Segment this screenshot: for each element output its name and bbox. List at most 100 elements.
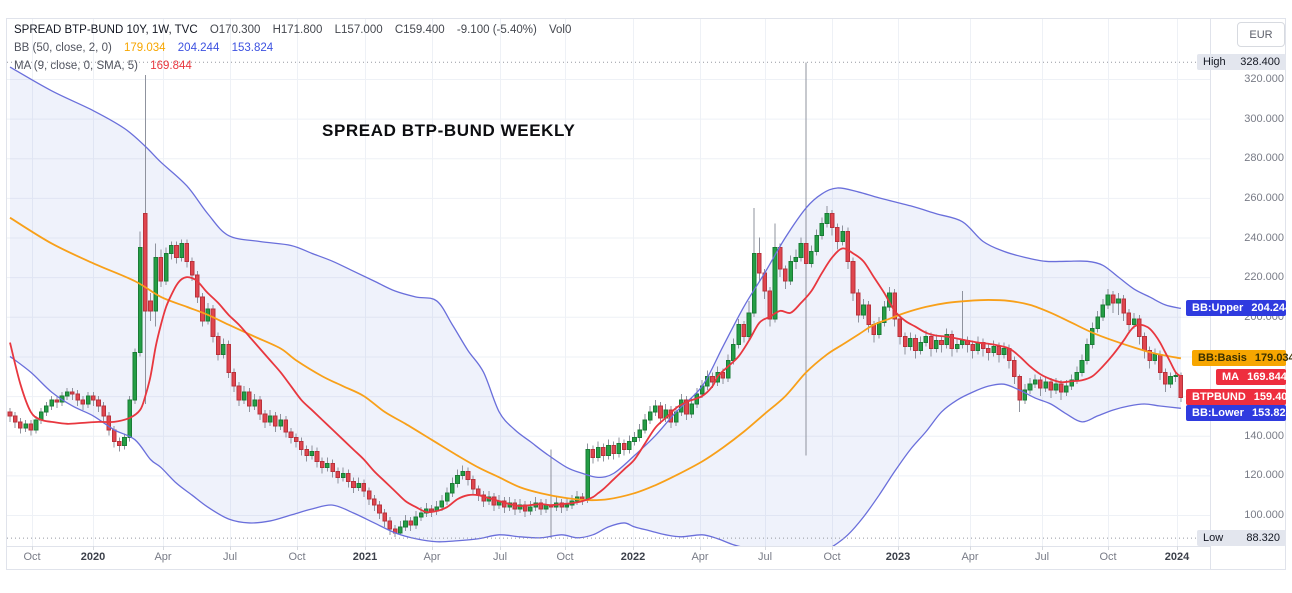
frame-left-border bbox=[6, 18, 7, 570]
bb-upper-line bbox=[9, 66, 1182, 478]
price-tick-label: 240.000 bbox=[1244, 231, 1284, 244]
time-tick-mark bbox=[700, 546, 701, 550]
grid bbox=[7, 19, 1210, 546]
time-tick-year: 2021 bbox=[352, 551, 378, 563]
bb-basis-value: 179.034 bbox=[124, 42, 166, 54]
ma-value: 169.844 bbox=[150, 60, 192, 72]
time-tick-mark bbox=[970, 546, 971, 550]
price-tick-label: 220.000 bbox=[1244, 271, 1284, 284]
legend-ma-row[interactable]: MA (9, close, 0, SMA, 5) 169.844 bbox=[14, 57, 571, 75]
axis-badge-symbol-value: 159.400 bbox=[1253, 391, 1292, 404]
price-tick-label: 260.000 bbox=[1244, 191, 1284, 204]
axis-badge-bb-basis-value: 179.034 bbox=[1254, 352, 1292, 365]
time-tick-mark bbox=[832, 546, 833, 550]
time-tick-year: 2022 bbox=[620, 551, 646, 563]
currency-unit-button[interactable]: EUR bbox=[1237, 22, 1285, 47]
axis-badge-low: Low 88.320 bbox=[1197, 530, 1286, 547]
ohlc-close: C159.400 bbox=[394, 24, 445, 36]
price-tick-label: 140.000 bbox=[1244, 429, 1284, 442]
axis-badge-high: High 328.400 bbox=[1197, 54, 1286, 71]
axis-badge-ma: MA 169.844 bbox=[1216, 368, 1287, 385]
ma-indicator-title[interactable]: MA (9, close, 0, SMA, 5) bbox=[14, 60, 138, 72]
time-tick-mark bbox=[32, 546, 33, 550]
ma-line bbox=[9, 247, 1182, 514]
time-tick-mark bbox=[93, 546, 94, 550]
axis-badge-bb-lower: BB:Lower 153.824 bbox=[1186, 405, 1292, 422]
axis-badge-symbol-label: BTPBUND bbox=[1192, 391, 1246, 404]
time-tick-month: Jul bbox=[492, 551, 508, 563]
time-tick-month: Jul bbox=[1034, 551, 1050, 563]
axis-badge-ma-label: MA bbox=[1222, 370, 1240, 383]
time-tick-mark bbox=[163, 546, 164, 550]
time-tick-mark bbox=[365, 546, 366, 550]
axis-badge-low-value: 88.320 bbox=[1246, 532, 1280, 545]
time-tick-mark bbox=[500, 546, 501, 550]
time-tick-mark bbox=[1177, 546, 1178, 550]
time-tick-month: Oct bbox=[823, 551, 841, 563]
axis-badge-low-label: Low bbox=[1203, 532, 1224, 545]
time-tick-mark bbox=[765, 546, 766, 550]
time-tick-month: Jul bbox=[222, 551, 238, 563]
bb-indicator-title[interactable]: BB (50, close, 2, 0) bbox=[14, 42, 112, 54]
time-tick-year: 2024 bbox=[1164, 551, 1190, 563]
ohlc-open: O170.300 bbox=[209, 24, 261, 36]
price-tick-label: 100.000 bbox=[1244, 509, 1284, 521]
price-tick-label: 280.000 bbox=[1244, 152, 1284, 165]
legend-symbol-row[interactable]: SPREAD BTP-BUND 10Y, 1W, TVC O170.300 H1… bbox=[14, 21, 571, 39]
axis-badge-bb-upper: BB:Upper 204.244 bbox=[1186, 300, 1291, 317]
chart-text-annotation[interactable]: SPREAD BTP-BUND WEEKLY bbox=[322, 121, 576, 140]
change-value: -9.100 (-5.40%) bbox=[456, 24, 537, 36]
time-tick-month: Oct bbox=[556, 551, 574, 563]
time-tick-month: Oct bbox=[1099, 551, 1117, 563]
bb-basis-line bbox=[9, 216, 1182, 502]
time-tick-month: Apr bbox=[691, 551, 709, 563]
axis-badge-bb-lower-label: BB:Lower bbox=[1192, 407, 1244, 420]
price-axis[interactable]: 320.000 300.000 280.000 260.000 240.000 220.0… bbox=[1210, 18, 1292, 546]
axis-badge-bb-basis: BB:Basis 179.034 bbox=[1192, 350, 1292, 367]
time-tick-month: Apr bbox=[423, 551, 441, 563]
time-tick-mark bbox=[633, 546, 634, 550]
ohlc-low: L157.000 bbox=[334, 24, 383, 36]
time-tick-month: Oct bbox=[23, 551, 41, 563]
bb-lower-line bbox=[9, 355, 1181, 546]
time-tick-mark bbox=[432, 546, 433, 550]
time-tick-month: Jul bbox=[757, 551, 773, 563]
time-tick-mark bbox=[1108, 546, 1109, 550]
time-tick-mark bbox=[565, 546, 566, 550]
bb-lower-value: 153.824 bbox=[231, 42, 274, 54]
symbol-title[interactable]: SPREAD BTP-BUND 10Y, 1W, TVC bbox=[14, 24, 198, 36]
time-tick-month: Apr bbox=[154, 551, 172, 563]
volume-value: Vol0 bbox=[549, 24, 572, 36]
time-axis-separator bbox=[6, 546, 1210, 547]
time-axis[interactable]: Oct 2020 Apr Jul Oct 2021 Apr Jul Oct 2022 Apr Jul O… bbox=[0, 546, 1210, 570]
time-tick-mark bbox=[230, 546, 231, 550]
frame-top-border bbox=[6, 18, 1286, 19]
axis-badge-ma-value: 169.844 bbox=[1247, 370, 1287, 383]
axis-badge-high-label: High bbox=[1203, 56, 1226, 69]
axis-badge-symbol: BTPBUND 159.400 bbox=[1186, 389, 1292, 406]
frame-right-border bbox=[1285, 18, 1286, 570]
axis-badge-bb-upper-value: 204.244 bbox=[1251, 302, 1292, 315]
time-tick-year: 2023 bbox=[885, 551, 911, 563]
time-tick-year: 2020 bbox=[80, 551, 106, 563]
axis-badge-bb-lower-value: 153.824 bbox=[1251, 407, 1292, 420]
legend-bb-row[interactable]: BB (50, close, 2, 0) 179.034 204.244 153… bbox=[14, 39, 571, 57]
axis-badge-high-value: 328.400 bbox=[1240, 56, 1280, 69]
time-tick-month: Oct bbox=[288, 551, 306, 563]
axis-badge-bb-upper-label: BB:Upper bbox=[1192, 302, 1244, 315]
time-tick-mark bbox=[1042, 546, 1043, 550]
price-tick-label: 120.000 bbox=[1244, 469, 1284, 482]
ohlc-high: H171.800 bbox=[272, 24, 323, 36]
price-tick-label: 320.000 bbox=[1244, 72, 1284, 85]
frame-bottom-border bbox=[6, 569, 1286, 570]
price-tick-label: 300.000 bbox=[1244, 112, 1284, 125]
bb-fill bbox=[10, 67, 1181, 546]
time-tick-mark bbox=[898, 546, 899, 550]
bb-upper-value: 204.244 bbox=[177, 42, 220, 54]
axis-badge-bb-basis-label: BB:Basis bbox=[1198, 352, 1247, 365]
plot-area bbox=[7, 19, 1210, 546]
time-tick-mark bbox=[297, 546, 298, 550]
chart-legend: SPREAD BTP-BUND 10Y, 1W, TVC O170.300 H1… bbox=[14, 21, 571, 75]
